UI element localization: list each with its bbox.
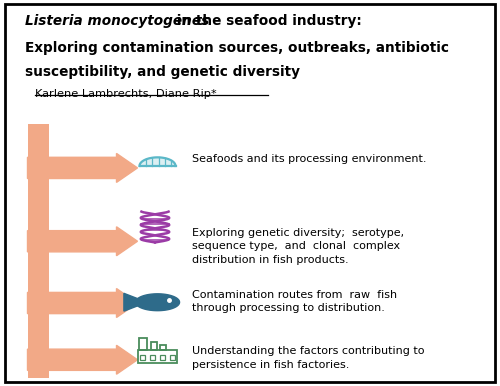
FancyArrow shape xyxy=(28,345,138,374)
Text: Exploring contamination sources, outbreaks, antibiotic: Exploring contamination sources, outbrea… xyxy=(25,41,449,54)
Bar xyxy=(160,355,165,360)
Polygon shape xyxy=(124,293,138,311)
Bar xyxy=(140,355,145,360)
FancyBboxPatch shape xyxy=(5,4,495,382)
FancyArrow shape xyxy=(28,227,138,256)
Text: Understanding the factors contributing to
persistence in fish factories.: Understanding the factors contributing t… xyxy=(192,346,425,370)
Bar xyxy=(160,345,166,350)
Polygon shape xyxy=(136,294,180,311)
Text: Exploring genetic diversity;  serotype,
sequence type,  and  clonal  complex
dis: Exploring genetic diversity; serotype, s… xyxy=(192,228,404,265)
Text: in the seafood industry:: in the seafood industry: xyxy=(172,14,362,27)
Text: Karlene Lambrechts, Diane Rip*: Karlene Lambrechts, Diane Rip* xyxy=(35,89,216,99)
Text: Listeria monocytogenes: Listeria monocytogenes xyxy=(25,14,209,27)
Text: Contamination routes from  raw  fish
through processing to distribution.: Contamination routes from raw fish throu… xyxy=(192,290,398,313)
Bar xyxy=(138,350,177,362)
Polygon shape xyxy=(140,157,175,166)
Bar xyxy=(28,124,48,378)
Bar xyxy=(170,355,175,360)
Bar xyxy=(140,338,146,350)
Text: susceptibility, and genetic diversity: susceptibility, and genetic diversity xyxy=(25,65,300,79)
FancyArrow shape xyxy=(28,289,138,317)
Bar xyxy=(151,342,157,350)
FancyArrow shape xyxy=(28,153,138,182)
Bar xyxy=(150,355,155,360)
Text: Seafoods and its processing environment.: Seafoods and its processing environment. xyxy=(192,154,427,164)
